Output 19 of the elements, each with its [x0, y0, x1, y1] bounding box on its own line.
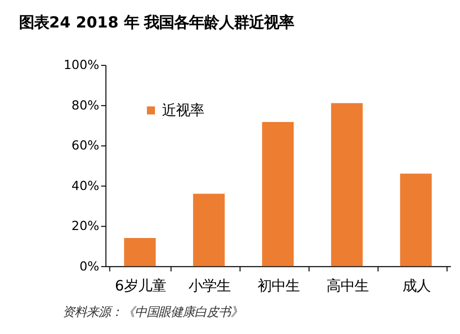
bar: [124, 238, 156, 266]
chart-title: 图表24 2018 年 我国各年龄人群近视率: [19, 14, 294, 32]
bar: [331, 103, 363, 266]
y-tick-label: 60%: [72, 138, 100, 153]
x-tick-label: 高中生: [326, 278, 368, 295]
bar: [400, 174, 432, 266]
text: 资料来源：《中国眼健康白皮书》: [62, 304, 242, 319]
bar: [262, 122, 294, 266]
y-tick-label: 20%: [72, 218, 100, 234]
x-tick-label: 初中生: [257, 278, 300, 295]
x-tick-label: 成人: [402, 278, 430, 295]
y-tick-label: 80%: [72, 97, 100, 112]
bar: [193, 194, 225, 266]
y-tick-label: 40%: [72, 178, 100, 193]
x-tick-label: 小学生: [188, 278, 230, 295]
x-tick-label: 6岁儿童: [114, 278, 166, 295]
y-tick-label: 100%: [64, 57, 100, 72]
legend-label: 近视率: [162, 103, 204, 120]
y-tick-label: 0%: [79, 258, 100, 274]
